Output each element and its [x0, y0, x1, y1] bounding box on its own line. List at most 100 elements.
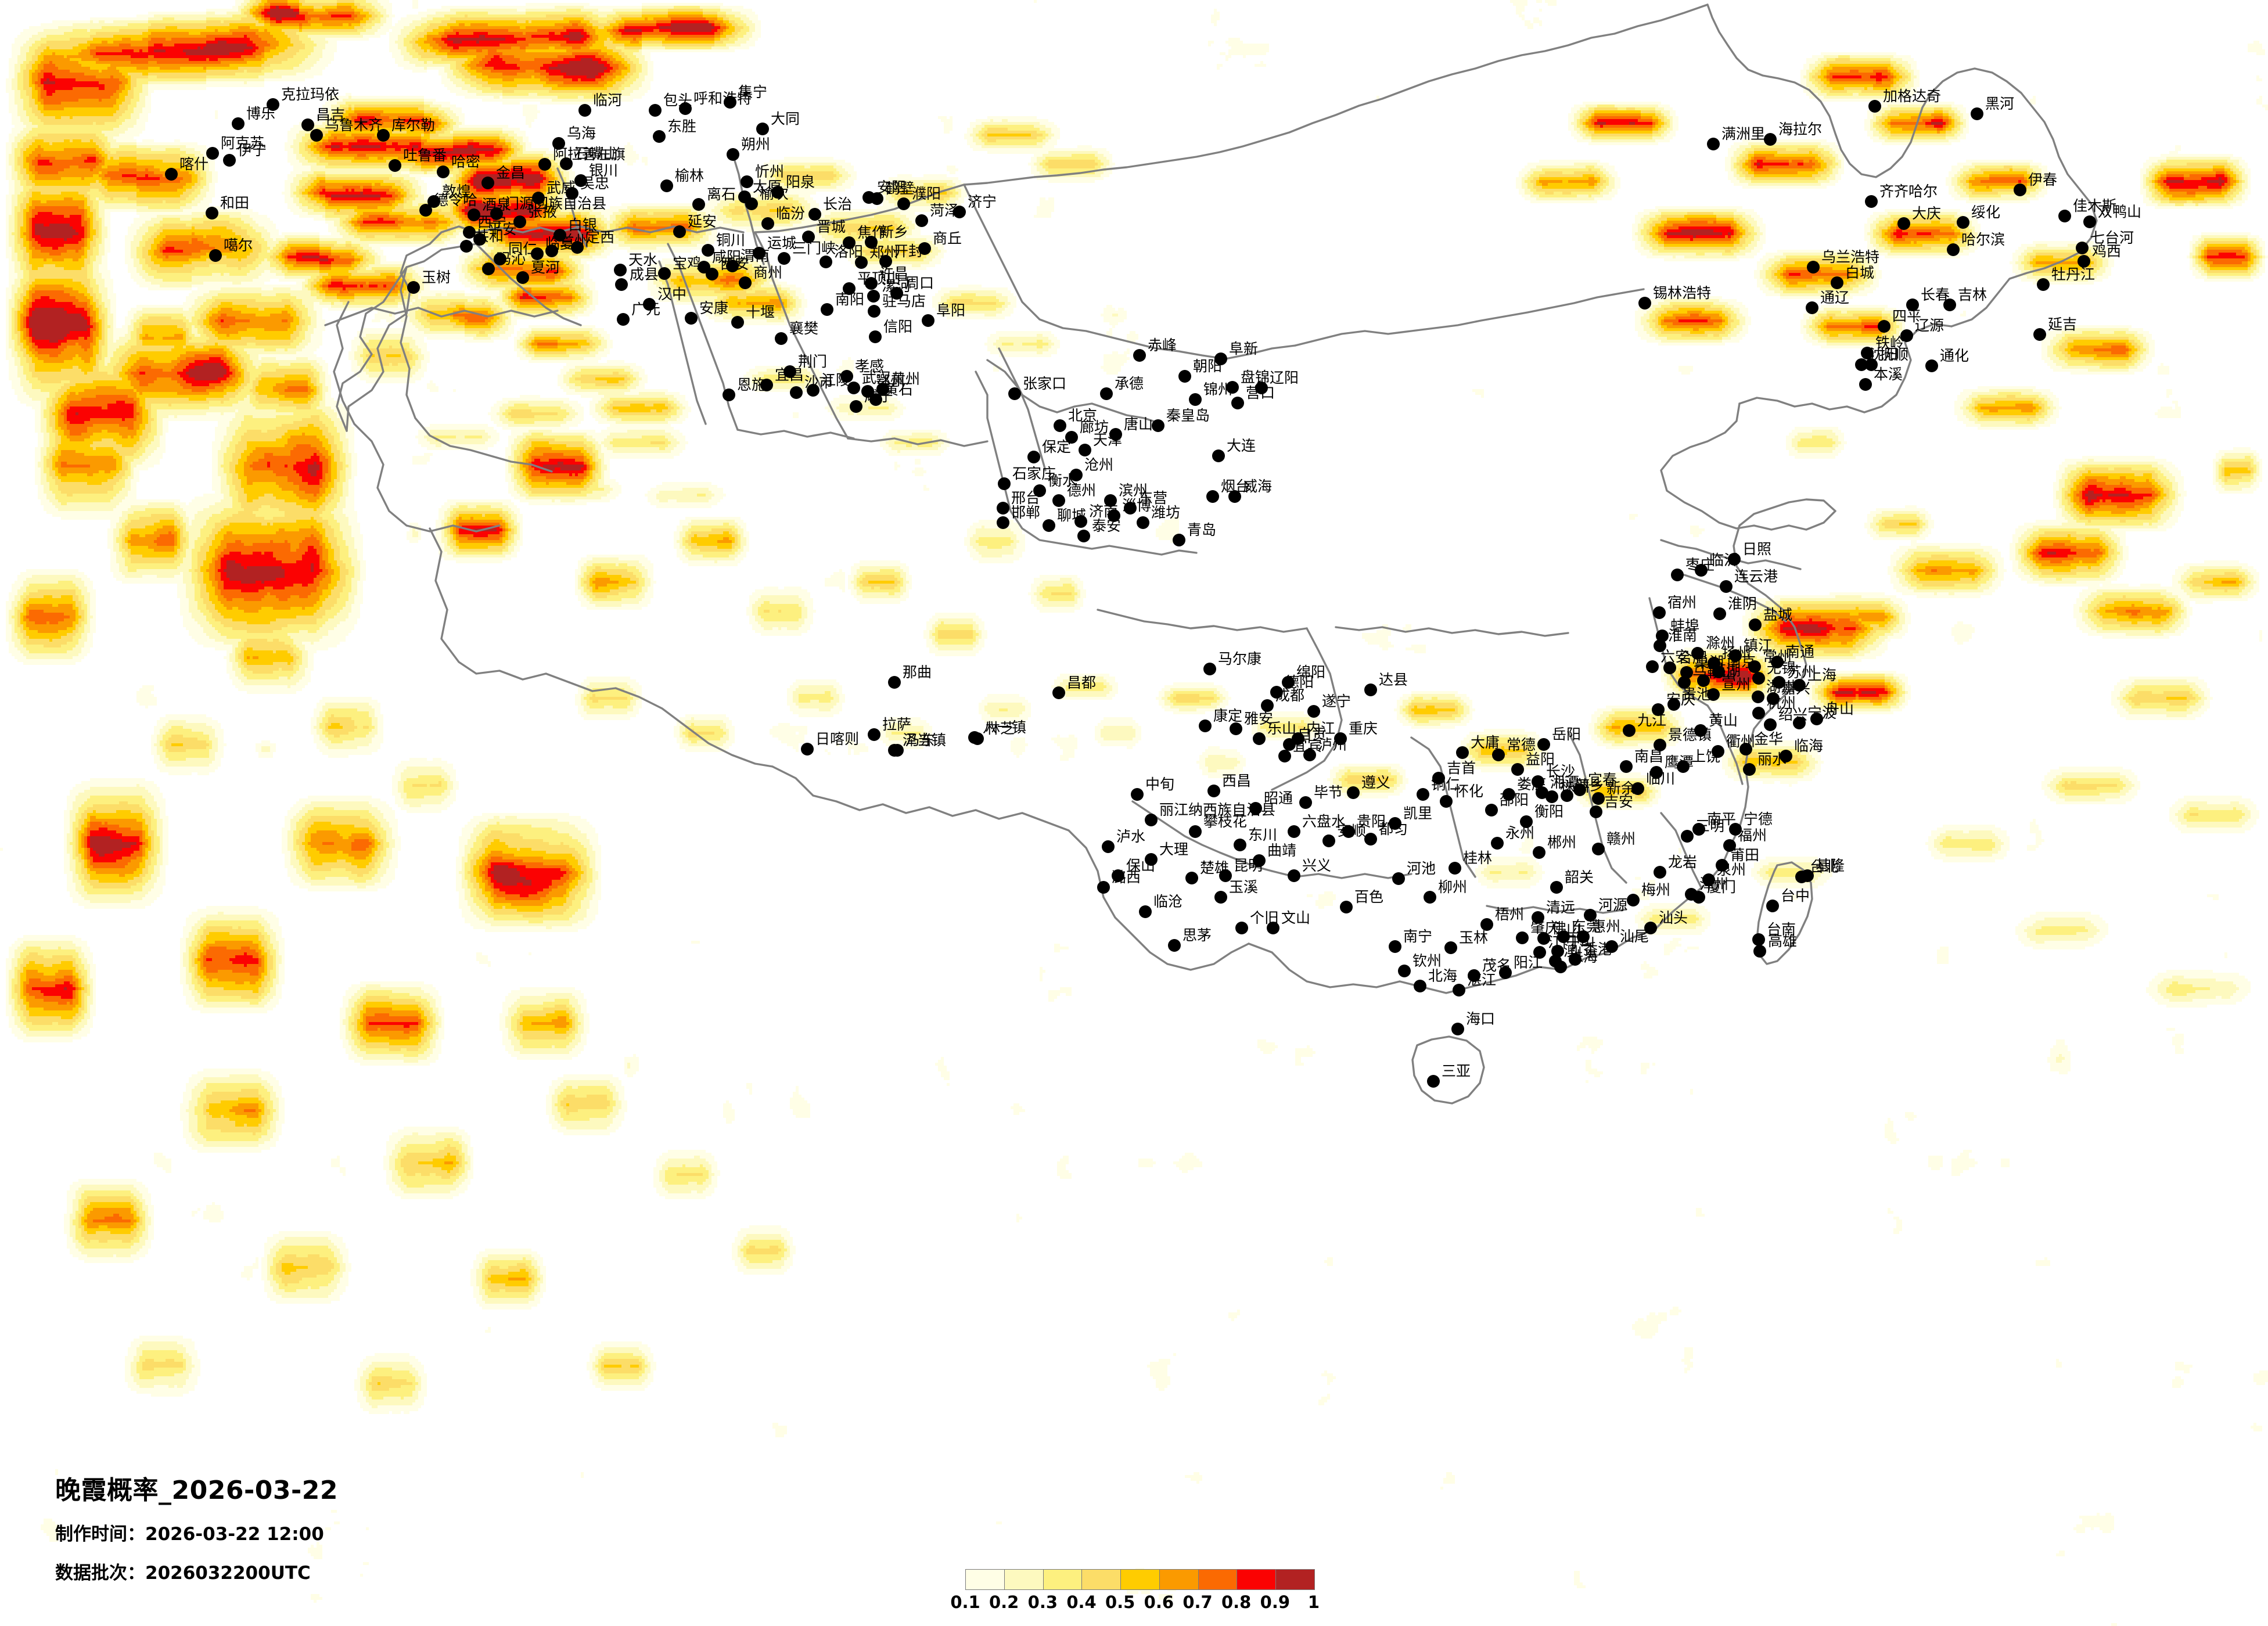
city-dot-icon — [1249, 802, 1262, 815]
city-dot-icon — [1303, 749, 1316, 761]
city-label: 西昌 — [1222, 772, 1252, 789]
city-label: 达县 — [1379, 671, 1408, 688]
colorbar-tick-label: 0.5 — [1105, 1592, 1135, 1612]
city-dot-icon — [1728, 553, 1741, 566]
border-shaanxi — [658, 260, 707, 425]
city-dot-icon — [1654, 639, 1666, 652]
city-label: 三亚 — [1442, 1063, 1471, 1080]
border-guangdong — [1486, 905, 1627, 914]
city-label: 康定 — [1213, 707, 1243, 724]
city-label: 朔州 — [741, 136, 771, 153]
city-dot-icon — [1644, 922, 1657, 934]
city-label: 曲靖 — [1267, 842, 1297, 859]
city-dot-icon — [1793, 679, 1806, 692]
city-label: 秦皇岛 — [1166, 407, 1210, 424]
city-label: 绥化 — [1971, 204, 2001, 221]
border-xinjiang-outline — [333, 301, 501, 533]
city-label: 鸡西 — [2092, 243, 2122, 260]
colorbar-tick-label: 0.7 — [1182, 1592, 1213, 1612]
city-dot-icon — [868, 728, 880, 741]
city-label: 南宁 — [1403, 928, 1433, 945]
city-label: 个旧 — [1250, 909, 1279, 926]
city-label: 哈尔滨 — [1961, 231, 2005, 248]
city-dot-icon — [1900, 329, 1913, 342]
city-dot-icon — [862, 191, 875, 204]
city-label: 敦煌 — [442, 183, 472, 200]
city-dot-icon — [1109, 428, 1122, 441]
city-dot-icon — [1577, 930, 1590, 943]
border-hubei — [1335, 626, 1569, 637]
city-dot-icon — [1207, 785, 1220, 797]
city-dot-icon — [1133, 349, 1146, 362]
city-label: 昌吉 — [316, 106, 346, 123]
city-dot-icon — [1925, 359, 1938, 372]
city-dot-icon — [531, 247, 544, 260]
city-dot-icon — [1865, 358, 1878, 371]
city-label: 孝感 — [855, 358, 885, 375]
city-label: 乃东 — [905, 732, 935, 749]
city-dot-icon — [868, 305, 880, 318]
city-dot-icon — [1680, 666, 1693, 679]
city-dot-icon — [1008, 387, 1021, 400]
city-dot-icon — [1537, 738, 1550, 751]
city-dot-icon — [165, 168, 178, 181]
city-dot-icon — [2076, 242, 2089, 254]
city-label: 怀化 — [1454, 783, 1484, 800]
city-label: 宝鸡 — [673, 255, 702, 272]
city-label: 延吉 — [2048, 316, 2077, 333]
city-dot-icon — [1671, 569, 1684, 581]
city-label: 安康 — [699, 300, 729, 316]
city-dot-icon — [1033, 484, 1046, 497]
border-zhejiang — [1706, 704, 1744, 785]
city-label: 枣庄 — [1685, 556, 1715, 573]
city-label: 泽当镇 — [903, 732, 947, 749]
city-label: 德阳 — [1285, 674, 1314, 690]
border-hebei — [986, 359, 1047, 472]
city-label: 汉中 — [657, 286, 687, 303]
city-dot-icon — [1307, 705, 1320, 718]
city-label: 海口 — [1466, 1010, 1496, 1027]
city-dot-icon — [1697, 674, 1710, 687]
city-dot-icon — [1261, 699, 1274, 712]
city-dot-icon — [1214, 352, 1227, 365]
city-label: 台北 — [1810, 858, 1839, 875]
city-label: 定西 — [585, 229, 615, 246]
city-label: 黄石 — [884, 381, 914, 398]
city-dot-icon — [801, 743, 814, 756]
city-dot-icon — [427, 195, 440, 208]
city-dot-icon — [615, 278, 628, 291]
city-label: 石嘴山 — [574, 145, 619, 162]
city-dot-icon — [1793, 717, 1806, 729]
city-label: 阿克苏 — [221, 135, 265, 152]
city-label: 唐山 — [1124, 416, 1153, 433]
city-label: 泸水 — [1116, 828, 1146, 845]
meta-data-batch-value: 2026032200UTC — [145, 1563, 311, 1584]
city-dot-icon — [998, 477, 1011, 490]
city-label: 百色 — [1354, 888, 1384, 905]
city-dot-icon — [463, 226, 476, 239]
city-dot-icon — [1334, 732, 1347, 745]
city-dot-icon — [756, 123, 769, 135]
city-dot-icon — [1173, 534, 1185, 546]
colorbar-swatch-7 — [1198, 1570, 1238, 1589]
colorbar-swatch-8 — [1237, 1570, 1277, 1589]
city-label: 荆门 — [798, 353, 828, 370]
city-label: 南昌 — [1634, 748, 1664, 765]
city-dot-icon — [679, 102, 692, 115]
coast-east — [1733, 498, 1836, 750]
city-dot-icon — [481, 177, 494, 189]
city-dot-icon — [1102, 840, 1115, 853]
city-label: 平安 — [488, 221, 517, 238]
city-label: 淮阴 — [1728, 595, 1757, 612]
city-label: 毕节 — [1314, 784, 1343, 801]
city-label: 惠州 — [1591, 918, 1621, 935]
coast-bohai — [1660, 402, 1836, 531]
city-label: 大理 — [1159, 841, 1189, 858]
city-label: 安阳 — [877, 179, 907, 196]
city-dot-icon — [1520, 815, 1533, 828]
border-south-yunnan — [1044, 821, 1250, 971]
city-label: 绵阳 — [1296, 664, 1326, 681]
city-label: 丽江纳西族自治县 — [1159, 801, 1276, 818]
city-label: 集宁 — [738, 84, 768, 100]
